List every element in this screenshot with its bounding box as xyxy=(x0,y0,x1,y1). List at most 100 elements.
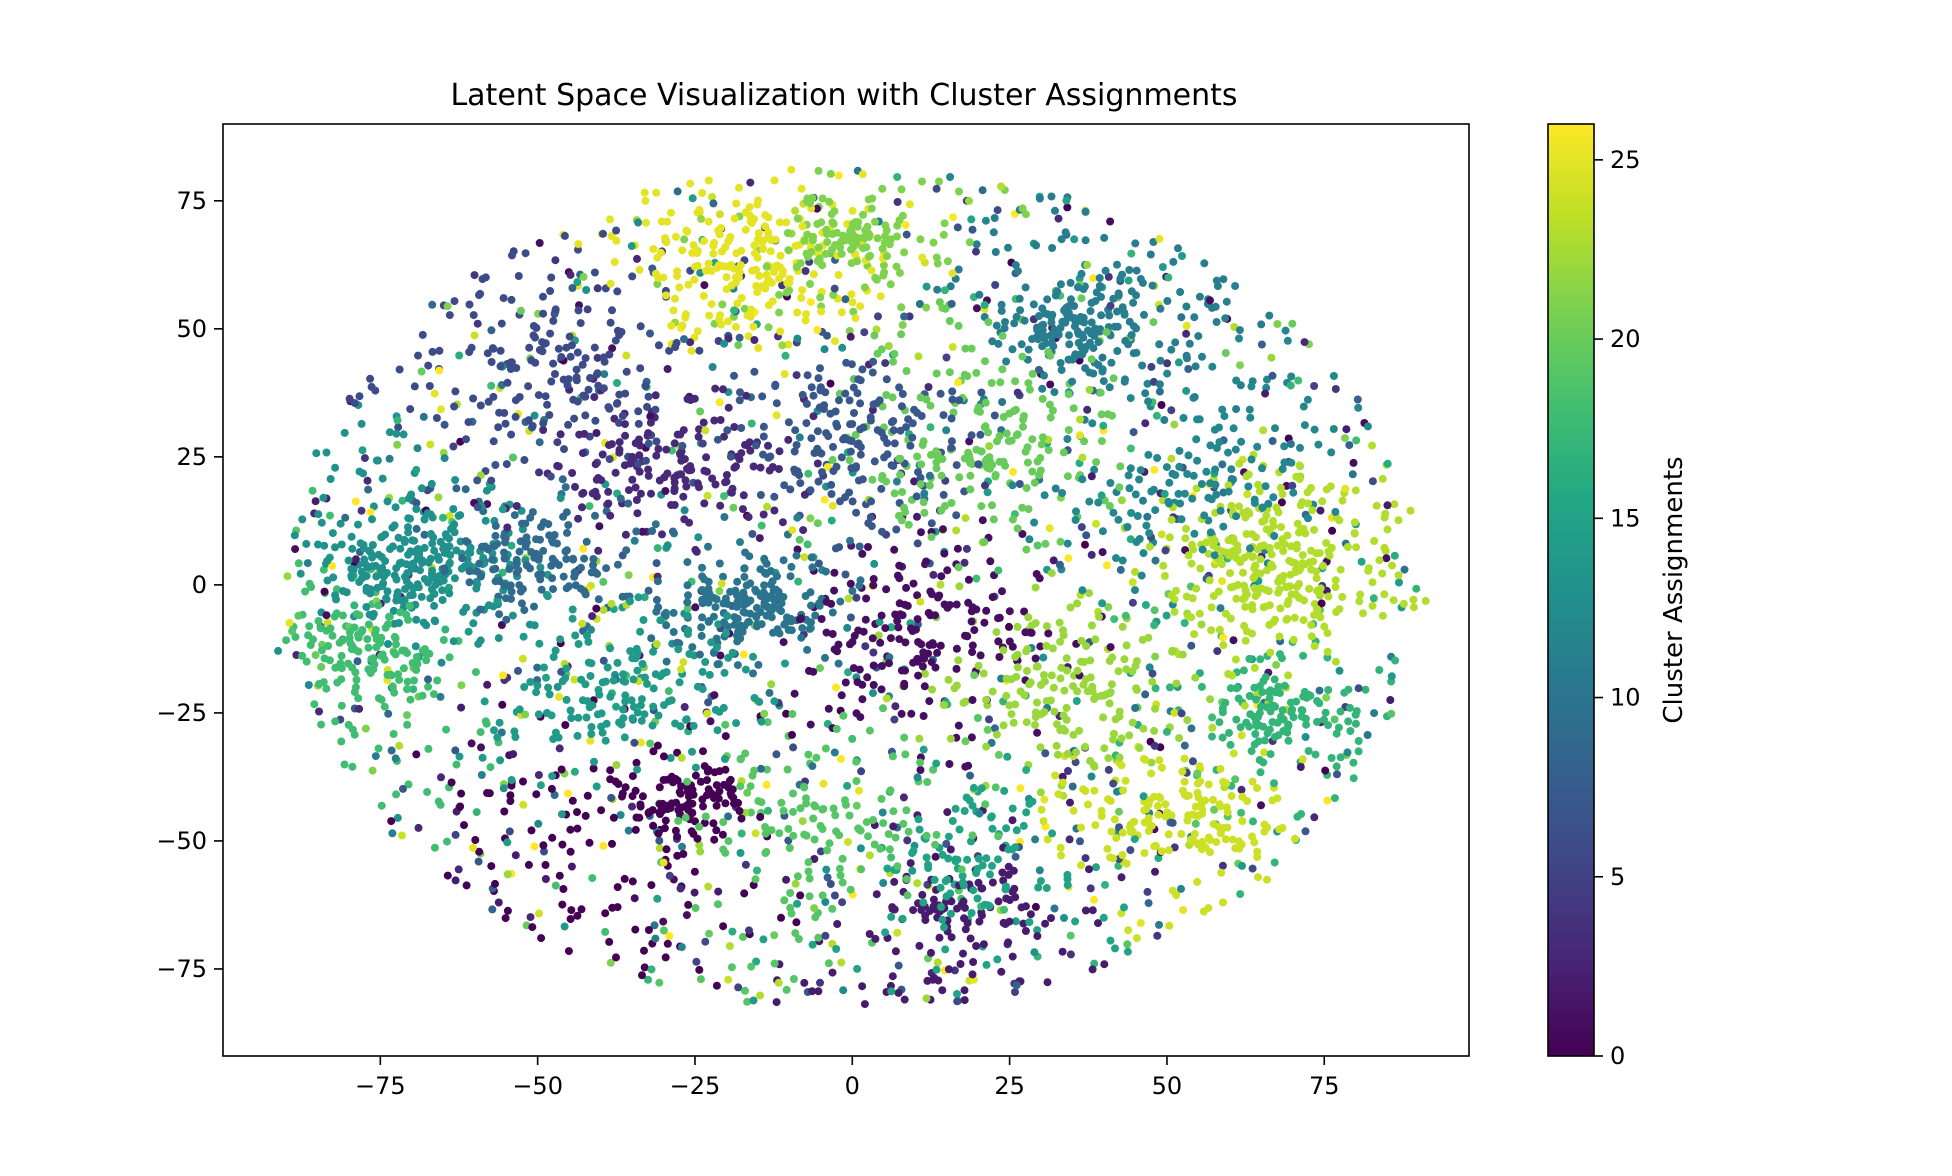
scatter-point xyxy=(1267,560,1276,569)
scatter-point xyxy=(950,966,959,975)
scatter-point xyxy=(683,630,692,638)
scatter-point xyxy=(1083,405,1092,414)
scatter-point xyxy=(855,542,864,551)
scatter-point xyxy=(730,264,739,273)
scatter-point xyxy=(524,416,533,425)
scatter-point xyxy=(1218,861,1227,870)
scatter-point xyxy=(757,717,766,726)
scatter-point xyxy=(887,912,896,921)
scatter-point xyxy=(1283,531,1292,540)
scatter-point xyxy=(902,230,911,239)
scatter-point xyxy=(378,650,387,659)
scatter-point xyxy=(673,187,682,196)
scatter-point xyxy=(921,911,930,920)
scatter-point xyxy=(827,480,836,489)
scatter-point xyxy=(1121,776,1130,785)
scatter-point xyxy=(922,853,931,862)
scatter-point xyxy=(563,789,572,798)
scatter-point xyxy=(1292,697,1301,706)
scatter-point xyxy=(741,225,750,234)
scatter-point xyxy=(1034,365,1043,374)
scatter-point xyxy=(1313,717,1321,726)
scatter-point xyxy=(1022,545,1031,554)
scatter-point xyxy=(988,501,996,510)
scatter-point xyxy=(535,438,544,447)
scatter-point xyxy=(1131,239,1140,248)
scatter-point xyxy=(826,880,835,888)
scatter-point xyxy=(968,970,977,979)
scatter-point xyxy=(1341,434,1349,443)
scatter-point xyxy=(464,627,473,636)
scatter-point xyxy=(632,758,641,767)
scatter-point xyxy=(663,469,672,478)
scatter-point xyxy=(503,838,512,847)
scatter-point xyxy=(982,606,991,615)
scatter-point xyxy=(1077,636,1086,645)
scatter-point xyxy=(856,425,865,434)
scatter-point xyxy=(1300,338,1309,347)
scatter-point xyxy=(1268,437,1277,445)
scatter-point xyxy=(895,635,904,644)
scatter-point xyxy=(941,945,950,954)
scatter-point xyxy=(778,518,787,527)
scatter-point xyxy=(1196,564,1205,573)
scatter-point xyxy=(675,449,684,458)
scatter-point xyxy=(1294,376,1303,385)
scatter-point xyxy=(938,986,947,995)
scatter-point xyxy=(870,457,879,466)
scatter-point xyxy=(294,559,303,568)
scatter-point xyxy=(515,581,524,590)
scatter-point xyxy=(409,584,418,593)
scatter-point xyxy=(1071,917,1080,926)
scatter-point xyxy=(670,478,679,487)
scatter-point xyxy=(320,541,329,550)
scatter-point xyxy=(942,426,951,435)
scatter-point xyxy=(379,579,388,588)
scatter-point xyxy=(938,455,947,464)
scatter-point xyxy=(988,337,997,346)
scatter-point xyxy=(606,692,615,701)
scatter-point xyxy=(1240,581,1248,590)
scatter-point xyxy=(1062,303,1071,312)
scatter-point xyxy=(331,463,340,472)
scatter-point xyxy=(1235,326,1244,335)
scatter-point xyxy=(592,782,601,791)
scatter-point xyxy=(429,690,438,699)
scatter-point xyxy=(864,519,873,528)
scatter-point xyxy=(653,544,662,553)
scatter-point xyxy=(954,321,963,330)
scatter-point xyxy=(756,463,765,472)
scatter-point xyxy=(1039,653,1048,662)
scatter-point xyxy=(814,374,823,383)
scatter-point xyxy=(709,249,718,258)
scatter-point xyxy=(577,905,586,914)
scatter-point xyxy=(997,182,1005,191)
scatter-point xyxy=(1296,763,1305,771)
scatter-point xyxy=(631,825,640,834)
scatter-point xyxy=(583,305,592,314)
scatter-point xyxy=(603,663,612,672)
scatter-point xyxy=(1182,524,1190,533)
scatter-point xyxy=(786,572,795,581)
scatter-point xyxy=(1310,382,1319,390)
scatter-point xyxy=(1090,895,1098,904)
scatter-point xyxy=(945,601,954,609)
scatter-point xyxy=(1091,635,1100,644)
scatter-point xyxy=(1092,863,1100,872)
scatter-point xyxy=(1046,413,1055,422)
scatter-point xyxy=(368,551,377,560)
scatter-point xyxy=(947,909,955,918)
scatter-point xyxy=(662,845,671,854)
scatter-point xyxy=(869,661,878,670)
scatter-point xyxy=(1036,788,1045,797)
scatter-point xyxy=(841,570,850,579)
scatter-point xyxy=(763,718,772,727)
scatter-point xyxy=(1138,361,1147,370)
scatter-point xyxy=(710,768,719,777)
scatter-point xyxy=(1094,919,1102,928)
scatter-point xyxy=(1262,511,1271,520)
scatter-point xyxy=(652,640,661,649)
scatter-point xyxy=(984,463,993,472)
scatter-point xyxy=(567,862,576,871)
scatter-point xyxy=(1126,444,1135,453)
